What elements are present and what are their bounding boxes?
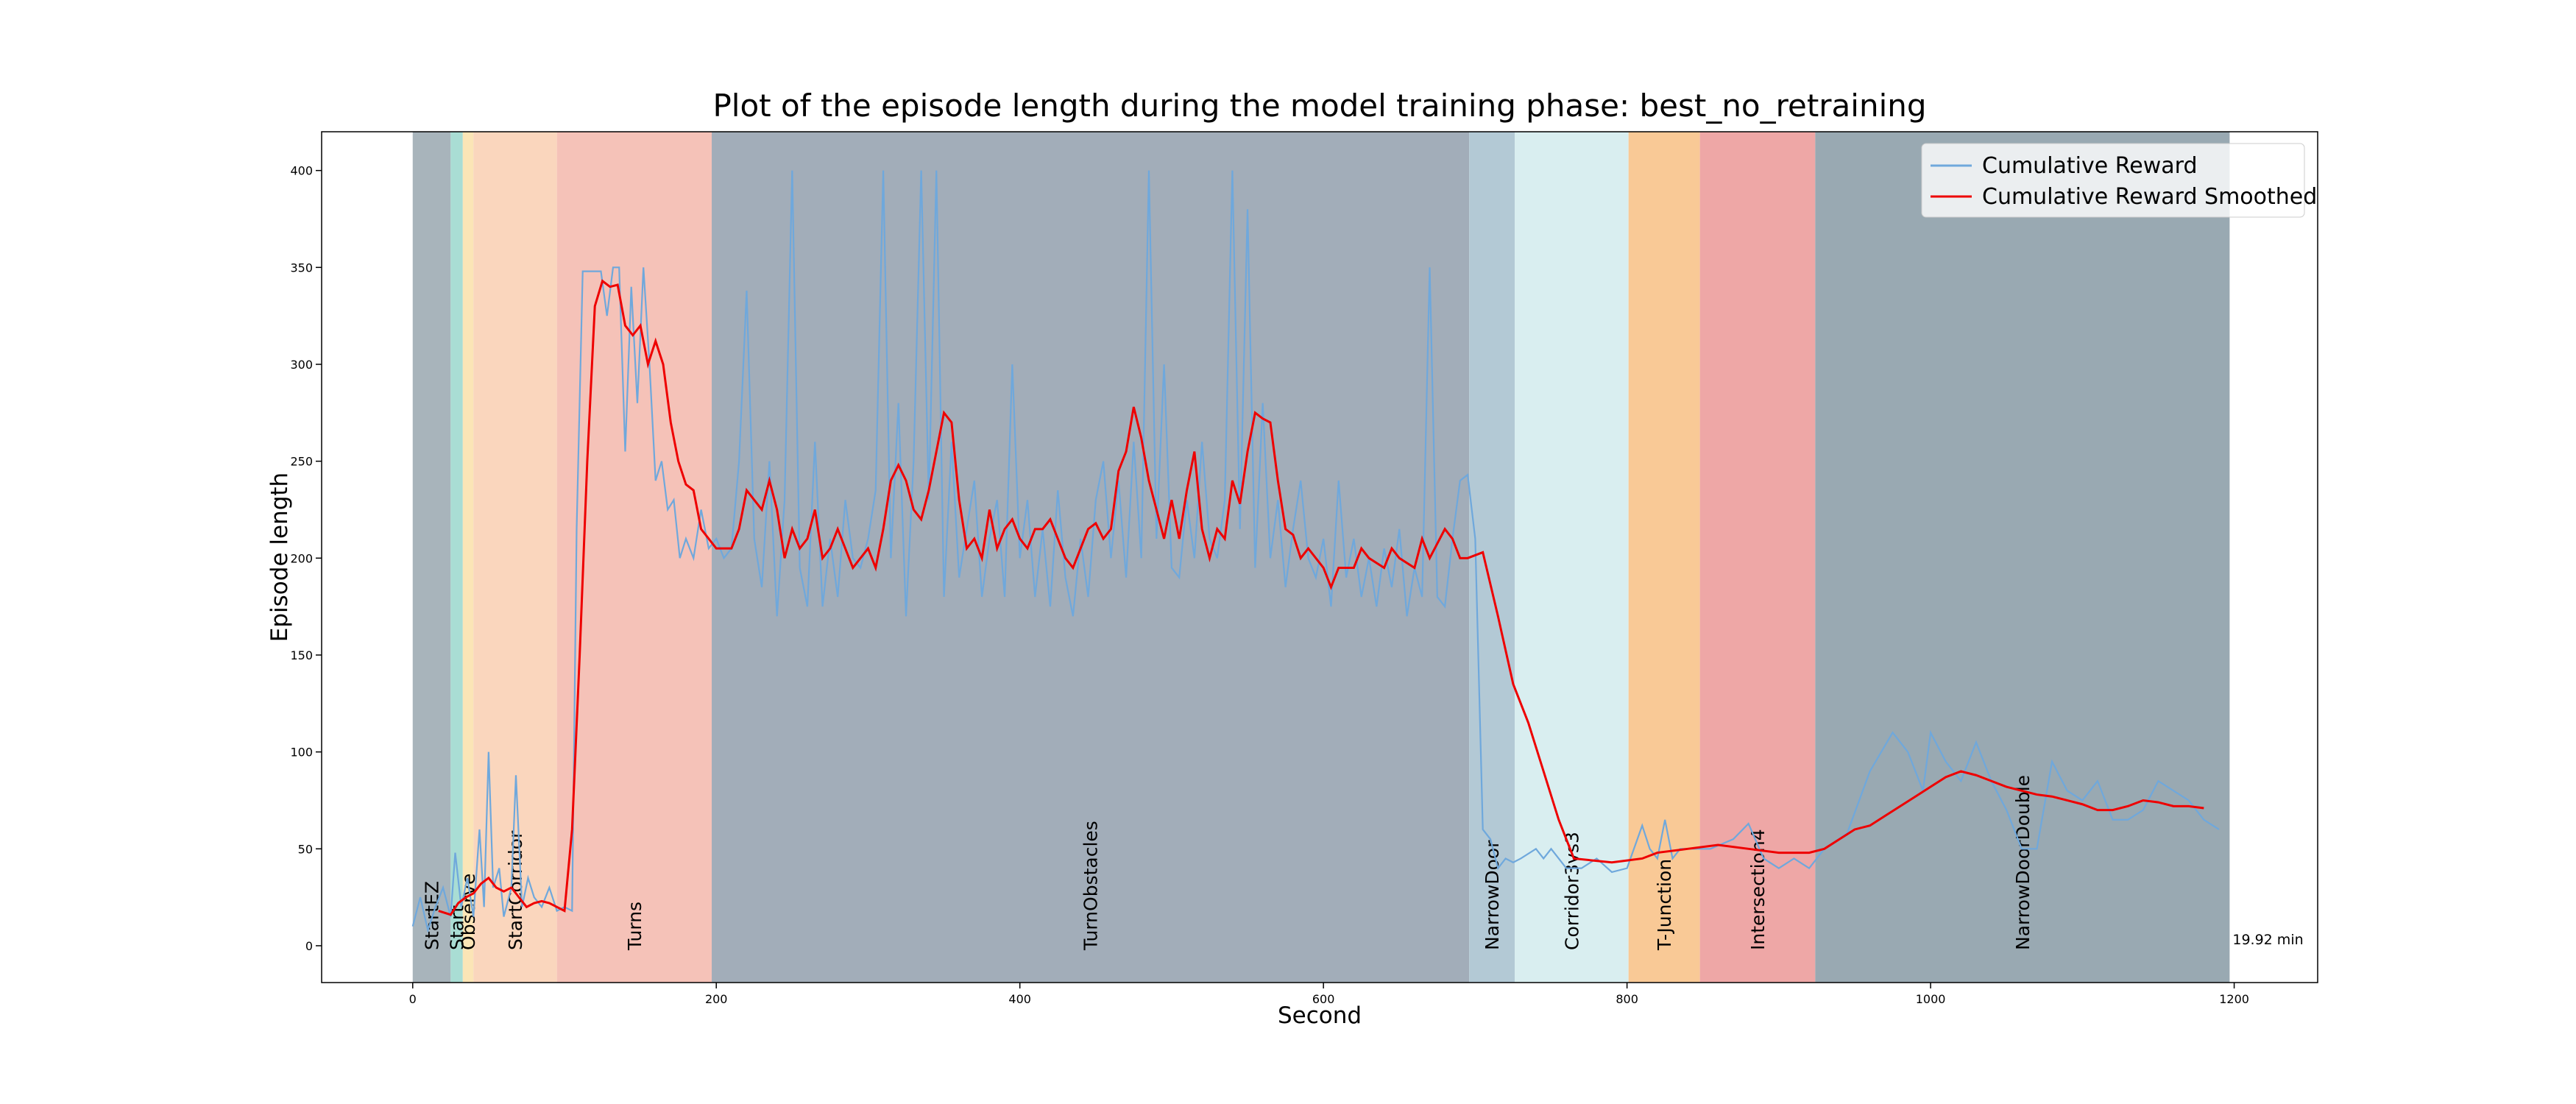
y-axis-label: Episode length <box>266 473 293 642</box>
region-label: Turns <box>624 902 645 951</box>
region <box>473 132 557 983</box>
region <box>462 132 474 983</box>
chart-title: Plot of the episode length during the mo… <box>712 88 1926 124</box>
region <box>556 132 712 983</box>
x-tick-label: 400 <box>1008 992 1031 1006</box>
region <box>1815 132 2230 983</box>
legend-label: Cumulative Reward Smoothed <box>1982 184 2317 210</box>
y-tick-label: 350 <box>290 261 313 275</box>
region <box>1469 132 1515 983</box>
y-tick-label: 150 <box>290 648 313 662</box>
region <box>1628 132 1700 983</box>
legend-box <box>1921 143 2305 218</box>
legend-label: Cumulative Reward <box>1982 153 2198 179</box>
region-label: NarrowDoor <box>1482 840 1503 950</box>
x-tick-label: 0 <box>409 992 417 1006</box>
y-tick-label: 300 <box>290 358 313 372</box>
axes-frame <box>321 131 2318 983</box>
y-tick-label: 400 <box>290 164 313 178</box>
region <box>1515 132 1629 983</box>
region <box>450 132 463 983</box>
annotation: 19.92 min <box>2232 932 2303 948</box>
region-label: Corridor3vs3 <box>1561 832 1582 950</box>
region <box>1699 132 1816 983</box>
y-tick-label: 250 <box>290 455 313 469</box>
series-line <box>438 279 2204 916</box>
region-label: NarrowDoorDouble <box>2012 775 2034 950</box>
region-label: TurnObstacles <box>1080 821 1102 951</box>
x-axis-label: Second <box>1278 1002 1362 1029</box>
y-tick-label: 200 <box>290 551 313 565</box>
x-tick-label: 1200 <box>2219 992 2249 1006</box>
region <box>412 132 451 983</box>
y-tick-label: 100 <box>290 746 313 760</box>
y-tick-label: 50 <box>298 842 313 856</box>
x-tick-label: 600 <box>1312 992 1335 1006</box>
x-tick-label: 200 <box>705 992 728 1006</box>
y-tick-label: 0 <box>305 939 313 953</box>
region <box>712 132 1470 983</box>
x-tick-label: 1000 <box>1916 992 1946 1006</box>
x-tick-label: 800 <box>1616 992 1638 1006</box>
region-label: T-Junction <box>1654 859 1675 951</box>
